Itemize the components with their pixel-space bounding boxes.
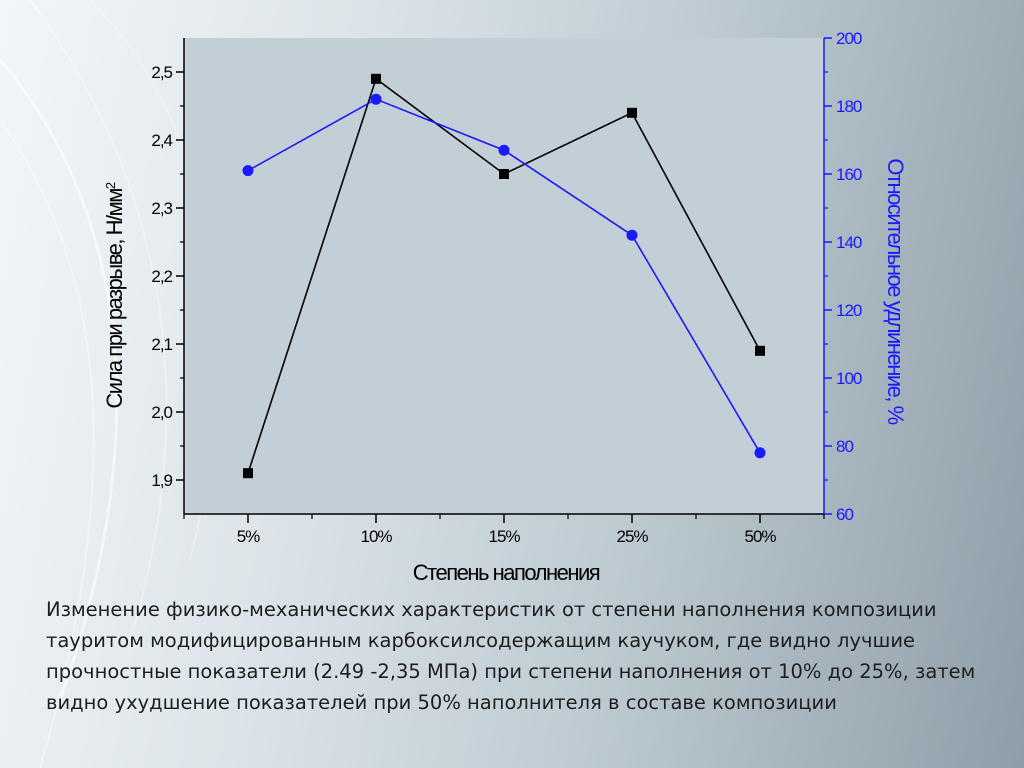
- right-axis-tick-label: 160: [836, 165, 862, 184]
- left-axis-tick-label: 2,1: [151, 335, 172, 354]
- left-axis-title-superscript: 2: [103, 182, 118, 189]
- series-2-point: [370, 93, 382, 105]
- x-axis-tick-label: 10%: [360, 527, 392, 546]
- left-axis-tick-label: 2,5: [151, 63, 172, 82]
- series-1-point: [499, 169, 509, 179]
- right-axis-tick-label: 200: [836, 29, 862, 48]
- series-2-point: [754, 447, 766, 459]
- x-axis-tick-label: 5%: [237, 527, 260, 546]
- caption: Изменение физико-механических характерис…: [46, 598, 976, 714]
- left-axis-tick-label: 2,4: [151, 131, 172, 150]
- left-axis-tick-label: 2,2: [151, 267, 172, 286]
- series-1-point: [371, 73, 381, 84]
- left-axis-title: Сила при разрыве, Н/мм2: [102, 182, 127, 408]
- series-2-point: [626, 229, 638, 241]
- left-axis-tick-label: 1,9: [151, 471, 172, 490]
- chart: 1,9 2,0 2,1 2,2 2,3 2,4 2,5 60 80 100 120 140 160 180…: [102, 29, 908, 585]
- plot-area: [184, 38, 824, 514]
- series-1-point: [627, 107, 637, 118]
- series-2-point: [242, 165, 254, 177]
- x-axis-tick-label: 15%: [488, 527, 520, 546]
- left-axis-tick-label: 2,3: [151, 199, 172, 218]
- series-1-point: [243, 468, 253, 479]
- right-axis-tick-label: 180: [836, 97, 862, 116]
- series-2-point: [498, 144, 510, 156]
- right-axis-tick-label: 120: [836, 301, 862, 320]
- right-axis-tick-label: 140: [836, 233, 862, 252]
- right-axis-tick-label: 80: [836, 437, 853, 456]
- x-axis-title: Степень наполнения: [413, 560, 600, 585]
- right-axis-tick-label: 60: [836, 505, 853, 524]
- right-axis-tick-label: 100: [836, 369, 862, 388]
- x-axis-tick-label: 50%: [744, 527, 776, 546]
- x-axis-tick-label: 25%: [616, 527, 648, 546]
- left-axis-tick-label: 2,0: [151, 403, 172, 422]
- right-axis-title: Относительное удлинение, %: [883, 158, 908, 424]
- series-1-point: [755, 345, 765, 356]
